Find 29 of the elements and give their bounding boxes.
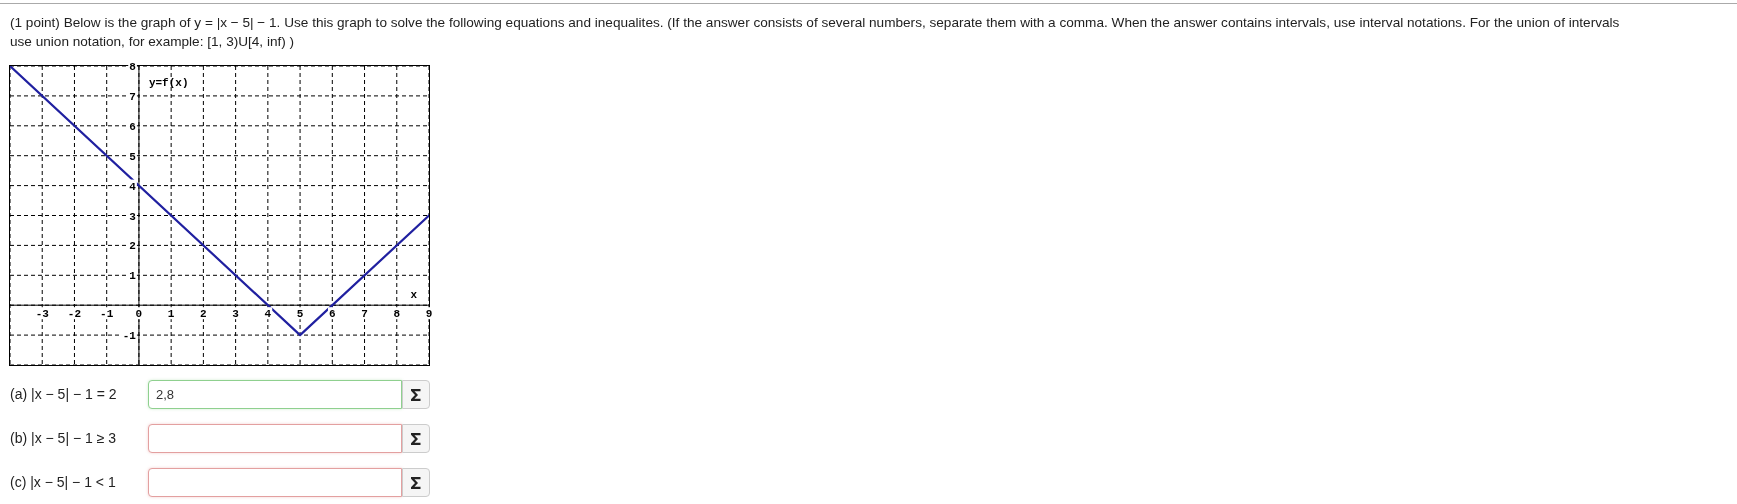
y-tick-label: 3 (129, 210, 137, 223)
x-tick-label: 7 (361, 308, 368, 321)
y-tick-label: 8 (129, 61, 137, 73)
x-tick-label: 3 (232, 308, 240, 321)
y-tick-label: -1 (122, 330, 137, 343)
text: (c) |x − 5| − 1 < 1 (10, 474, 116, 491)
text: (a) |x − 5| − 1 = 2 (10, 386, 117, 403)
x-tick-label: 1 (167, 308, 175, 321)
y-tick-label: 2 (129, 240, 136, 253)
y-axis-title: y=f(x) (148, 77, 189, 89)
y-tick-label: 7 (129, 90, 136, 103)
y-tick-label: 1 (129, 270, 137, 283)
x-tick-label: 2 (200, 308, 207, 321)
x-tick-label: -3 (35, 308, 50, 321)
text: (1 point) Below is the graph of y = |x − 5| − 1. Use this graph to solve the following equations and inequalites. (If the answer consists of several numbers, separate them with a comma. When the answer contains intervals, use interval notations. For the union of intervals use union notation, for example: [1, 3)U[4, inf) ) (10, 14, 1621, 51)
x-tick-label: 4 (264, 308, 272, 321)
text-field: 2,8 (148, 380, 402, 409)
y-tick-label: 6 (129, 120, 136, 133)
y-tick-label: 5 (129, 150, 137, 163)
x-tick-label: 8 (393, 308, 401, 321)
x-tick-label: -2 (67, 308, 82, 321)
x-tick-label: 9 (425, 308, 433, 321)
text: (b) |x − 5| − 1 ≥ 3 (10, 430, 117, 447)
x-tick-label: -1 (100, 308, 114, 321)
x-tick-label: 6 (329, 308, 336, 321)
x-tick-label: 0 (135, 308, 143, 321)
y-tick-label: 4 (129, 180, 137, 193)
x-axis-title: x (410, 289, 417, 302)
x-tick-label: 5 (296, 308, 304, 321)
